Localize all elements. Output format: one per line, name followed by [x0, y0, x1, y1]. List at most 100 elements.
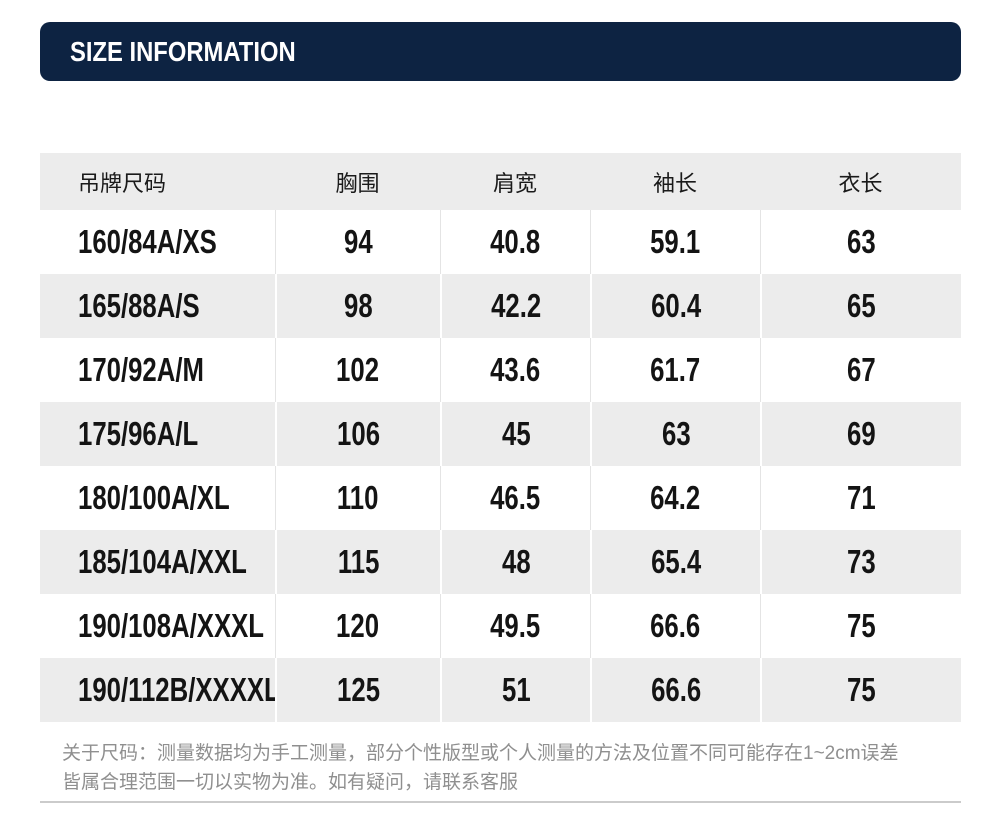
measurement-note: 关于尺码：测量数据均为手工测量，部分个性版型或个人测量的方法及位置不同可能存在1… [62, 739, 962, 797]
value-label: 102 [336, 351, 380, 388]
value-label: 73 [847, 543, 876, 580]
column-header-label: 衣长 [838, 170, 883, 196]
size-label: 160/84A/XS [78, 223, 217, 260]
value-cell: 65.4 [590, 530, 760, 594]
value-label: 94 [343, 223, 373, 260]
value-label: 66.6 [650, 671, 702, 708]
value-cell: 42.2 [440, 274, 590, 338]
value-label: 59.1 [650, 223, 701, 260]
value-label: 63 [846, 223, 876, 260]
value-label: 75 [846, 607, 876, 644]
value-label: 42.2 [490, 287, 542, 324]
column-header-label: 袖长 [652, 170, 697, 196]
value-cell: 67 [760, 338, 961, 402]
value-cell: 73 [760, 530, 961, 594]
column-header-size: 吊牌尺码 [40, 153, 275, 210]
value-label: 66.6 [650, 607, 701, 644]
value-cell: 63 [590, 402, 760, 466]
value-cell: 60.4 [590, 274, 760, 338]
value-label: 110 [337, 479, 379, 516]
value-cell: 75 [760, 658, 961, 722]
table-row: 190/112B/XXXXL 125 51 66.6 75 [40, 658, 961, 722]
value-label: 63 [661, 415, 691, 452]
bottom-divider [40, 801, 961, 803]
column-header-chest: 胸围 [275, 153, 440, 210]
value-label: 65 [847, 287, 876, 324]
value-cell: 75 [760, 594, 961, 658]
value-label: 64.2 [650, 479, 701, 516]
value-label: 51 [501, 671, 531, 708]
value-cell: 46.5 [440, 466, 590, 530]
value-label: 71 [846, 479, 876, 516]
value-cell: 106 [275, 402, 440, 466]
value-label: 75 [847, 671, 876, 708]
note-line-1: 关于尺码：测量数据均为手工测量，部分个性版型或个人测量的方法及位置不同可能存在1… [62, 743, 899, 764]
value-label: 106 [337, 415, 380, 452]
value-cell: 45 [440, 402, 590, 466]
value-cell: 125 [275, 658, 440, 722]
value-cell: 40.8 [440, 210, 590, 274]
column-header-label: 肩宽 [492, 170, 537, 196]
size-cell: 160/84A/XS [40, 210, 275, 274]
value-label: 48 [501, 543, 531, 580]
column-header-label: 胸围 [335, 170, 380, 196]
value-cell: 63 [760, 210, 961, 274]
size-cell: 190/112B/XXXXL [40, 658, 275, 722]
value-cell: 48 [440, 530, 590, 594]
column-header-sleeve: 袖长 [590, 153, 760, 210]
table-header-row: 吊牌尺码 胸围 肩宽 袖长 衣长 [40, 153, 961, 210]
size-cell: 180/100A/XL [40, 466, 275, 530]
size-label: 190/108A/XXXL [78, 607, 265, 644]
value-cell: 66.6 [590, 594, 760, 658]
value-label: 115 [337, 543, 380, 580]
value-cell: 66.6 [590, 658, 760, 722]
table-row: 160/84A/XS 94 40.8 59.1 63 [40, 210, 961, 274]
value-label: 69 [847, 415, 876, 452]
value-label: 49.5 [490, 607, 541, 644]
table-row: 190/108A/XXXL 120 49.5 66.6 75 [40, 594, 961, 658]
value-label: 61.7 [650, 351, 701, 388]
size-cell: 185/104A/XXL [40, 530, 275, 594]
size-cell: 170/92A/M [40, 338, 275, 402]
value-label: 40.8 [490, 223, 541, 260]
table-row: 170/92A/M 102 43.6 61.7 67 [40, 338, 961, 402]
size-cell: 165/88A/S [40, 274, 275, 338]
size-cell: 175/96A/L [40, 402, 275, 466]
note-line-2: 皆属合理范围一切以实物为准。如有疑问，请联系客服 [62, 772, 519, 793]
size-label: 190/112B/XXXXL [78, 671, 275, 708]
section-header-banner: SIZE INFORMATION [40, 22, 961, 81]
size-label: 180/100A/XL [78, 479, 230, 516]
value-label: 45 [501, 415, 531, 452]
value-cell: 61.7 [590, 338, 760, 402]
value-cell: 49.5 [440, 594, 590, 658]
column-header-length: 衣长 [760, 153, 961, 210]
table-row: 180/100A/XL 110 46.5 64.2 71 [40, 466, 961, 530]
value-cell: 71 [760, 466, 961, 530]
value-label: 67 [846, 351, 876, 388]
size-table: 吊牌尺码 胸围 肩宽 袖长 衣长 160/84A/XS 94 40.8 59.1… [40, 153, 961, 722]
table-row: 165/88A/S 98 42.2 60.4 65 [40, 274, 961, 338]
size-label: 170/92A/M [78, 351, 204, 388]
size-cell: 190/108A/XXXL [40, 594, 275, 658]
value-cell: 98 [275, 274, 440, 338]
value-cell: 110 [275, 466, 440, 530]
size-label: 165/88A/S [78, 287, 200, 324]
value-cell: 65 [760, 274, 961, 338]
value-cell: 120 [275, 594, 440, 658]
size-label: 175/96A/L [78, 415, 199, 452]
column-header-label: 吊牌尺码 [78, 170, 167, 196]
value-label: 43.6 [490, 351, 541, 388]
column-header-shoulder: 肩宽 [440, 153, 590, 210]
value-cell: 69 [760, 402, 961, 466]
value-cell: 115 [275, 530, 440, 594]
value-cell: 102 [275, 338, 440, 402]
table-row: 175/96A/L 106 45 63 69 [40, 402, 961, 466]
value-cell: 64.2 [590, 466, 760, 530]
section-title: SIZE INFORMATION [70, 35, 296, 67]
value-label: 98 [344, 287, 373, 324]
value-label: 60.4 [650, 287, 702, 324]
value-label: 65.4 [650, 543, 702, 580]
value-cell: 94 [275, 210, 440, 274]
value-label: 120 [336, 607, 380, 644]
value-cell: 59.1 [590, 210, 760, 274]
